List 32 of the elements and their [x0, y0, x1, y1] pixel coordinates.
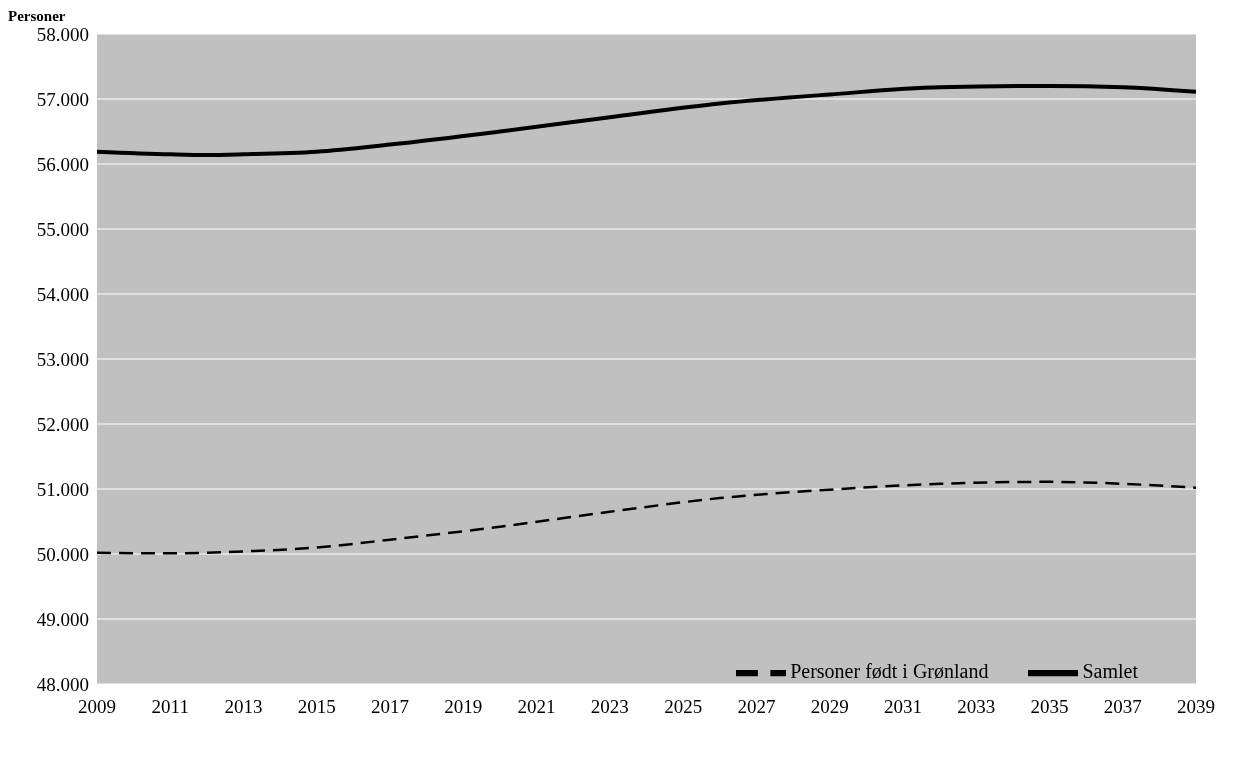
x-tick-label: 2023	[590, 696, 629, 718]
x-tick-label: 2033	[957, 696, 996, 718]
x-tick-label: 2015	[297, 696, 336, 718]
y-axis-title: Personer	[8, 8, 66, 25]
y-tick-label: 48.000	[36, 673, 89, 695]
x-tick-label: 2017	[371, 696, 410, 718]
line-series	[97, 84, 1196, 157]
y-tick-label: 53.000	[36, 348, 89, 370]
x-tick-label: 2027	[737, 696, 776, 718]
y-tick-label: 56.000	[36, 153, 89, 175]
y-tick-label: 51.000	[36, 478, 89, 500]
y-tick-label: 54.000	[36, 283, 89, 305]
x-tick-label: 2013	[224, 696, 263, 718]
x-tick-label: 2029	[810, 696, 849, 718]
y-tick-label: 50.000	[36, 543, 89, 565]
y-tick-label: 58.000	[36, 23, 89, 45]
y-tick-label: 55.000	[36, 218, 89, 240]
x-tick-label: 2035	[1030, 696, 1069, 718]
x-tick-label: 2039	[1177, 696, 1215, 718]
legend-label: Samlet	[1082, 659, 1138, 682]
x-tick-label: 2019	[444, 696, 483, 718]
y-tick-label: 52.000	[36, 413, 89, 435]
x-tick-label: 2009	[78, 696, 116, 718]
x-tick-label: 2021	[517, 696, 556, 718]
legend-label: Personer født i Grønland	[790, 659, 989, 682]
y-tick-label: 57.000	[36, 88, 89, 110]
x-tick-label: 2031	[883, 696, 922, 718]
x-tick-label: 2037	[1103, 696, 1142, 718]
x-tick-label: 2011	[151, 696, 189, 718]
x-tick-label: 2025	[664, 696, 703, 718]
line-series	[97, 480, 1196, 555]
y-tick-label: 49.000	[36, 608, 89, 630]
